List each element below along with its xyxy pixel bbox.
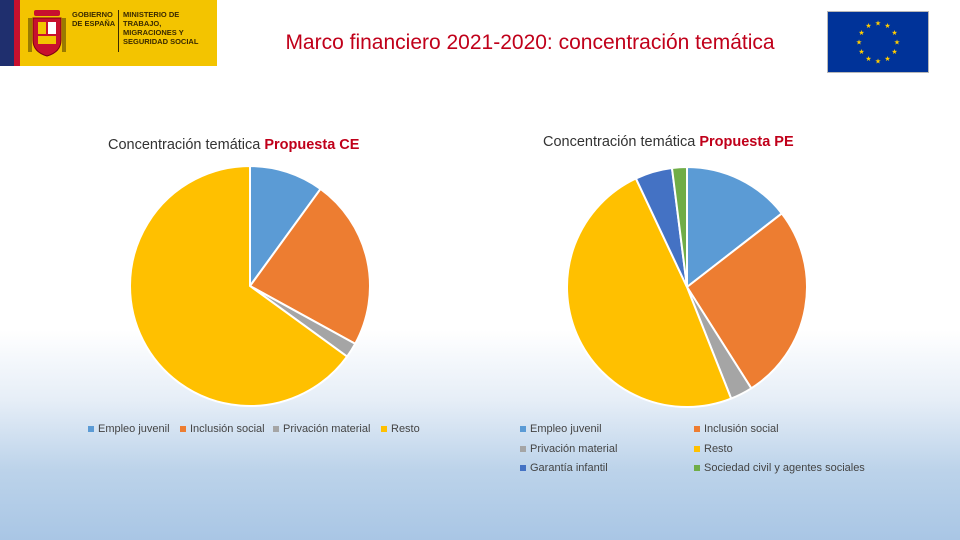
legend-label: Resto (391, 423, 420, 435)
coat-of-arms-icon (28, 10, 66, 57)
logo-red-stripe (14, 0, 20, 66)
logo-divider (118, 10, 119, 52)
legend-label: Privación material (530, 443, 618, 455)
legend-item: Resto (694, 443, 733, 455)
eu-star-icon: ★ (891, 48, 897, 56)
pie-slice-resto (129, 164, 349, 407)
page-title: Marco financiero 2021-2020: concentració… (285, 31, 775, 54)
legend-item: Inclusión social (180, 423, 265, 435)
legend-label: Privación material (283, 423, 371, 435)
legend-item: Empleo juvenil (88, 423, 170, 435)
legend-label: Inclusión social (190, 423, 265, 435)
pie-slice-sociedad-civil-y-agentes-sociales (670, 165, 688, 288)
legend-label: Inclusión social (704, 423, 779, 435)
pie-chart-pe (566, 165, 808, 408)
eu-star-icon: ★ (858, 29, 864, 37)
pie-slice-inclusion-social (248, 187, 371, 346)
chart-title-ce-highlight: Propuesta CE (264, 137, 360, 153)
eu-star-icon: ★ (865, 22, 871, 30)
legend-swatch (273, 426, 279, 432)
legend-item: Garantía infantil (520, 462, 608, 474)
legend-swatch (381, 426, 387, 432)
eu-star-icon: ★ (875, 58, 881, 66)
legend-label: Empleo juvenil (98, 423, 170, 435)
legend-swatch (520, 446, 526, 452)
pie-slice-empleo-juvenil (686, 165, 784, 290)
legend-item: Privación material (273, 423, 370, 435)
legend-label: Sociedad civil y agentes sociales (704, 462, 865, 474)
legend-item: Resto (381, 423, 420, 435)
chart-title-pe-highlight: Propuesta PE (699, 134, 794, 150)
eu-flag-icon: ★ ★★★★★★★★★★★ (828, 12, 928, 72)
legend-item: Inclusión social (694, 423, 779, 435)
legend-swatch (520, 465, 526, 471)
chart-title-ce-prefix: Concentración temática (108, 137, 265, 153)
legend-label: Empleo juvenil (530, 423, 602, 435)
eu-star-icon: ★ (891, 29, 897, 37)
legend-swatch (520, 426, 526, 432)
pie-slice-inclusion-social (685, 212, 808, 390)
eu-flag-background (828, 12, 928, 72)
eu-star-icon: ★ (894, 39, 900, 47)
legend-item: Empleo juvenil (520, 423, 602, 435)
legend-swatch (694, 426, 700, 432)
legend-swatch (88, 426, 94, 432)
eu-star-icon: ★ (884, 22, 890, 30)
pie-slice-empleo-juvenil (249, 164, 322, 290)
logo-blue-stripe (0, 0, 14, 66)
eu-star-icon: ★ (858, 48, 864, 56)
logo-text-gobierno: GOBIERNO DE ESPAÑA (72, 10, 116, 28)
chart-title-pe: Concentración temática Propuesta PE (543, 134, 794, 150)
pie-chart-ce (129, 164, 371, 407)
eu-star-icon: ★ (884, 55, 890, 63)
pie-slice-resto (566, 177, 733, 408)
eu-star-icon: ★ (865, 55, 871, 63)
legend-label: Garantía infantil (530, 462, 608, 474)
legend-swatch (694, 446, 700, 452)
eu-star-icon: ★ (856, 39, 862, 47)
legend-item: Privación material (520, 443, 617, 455)
logo-text-ministerio: MINISTERIO DE TRABAJO, MIGRACIONES Y SEG… (123, 10, 199, 46)
legend-item: Sociedad civil y agentes sociales (694, 462, 865, 474)
legend-swatch (694, 465, 700, 471)
legend-swatch (180, 426, 186, 432)
legend-label: Resto (704, 443, 733, 455)
chart-title-pe-prefix: Concentración temática (543, 134, 700, 150)
chart-title-ce: Concentración temática Propuesta CE (108, 137, 359, 153)
government-logo: GOBIERNO DE ESPAÑA MINISTERIO DE TRABAJO… (0, 0, 217, 66)
eu-star-icon: ★ (875, 20, 881, 28)
